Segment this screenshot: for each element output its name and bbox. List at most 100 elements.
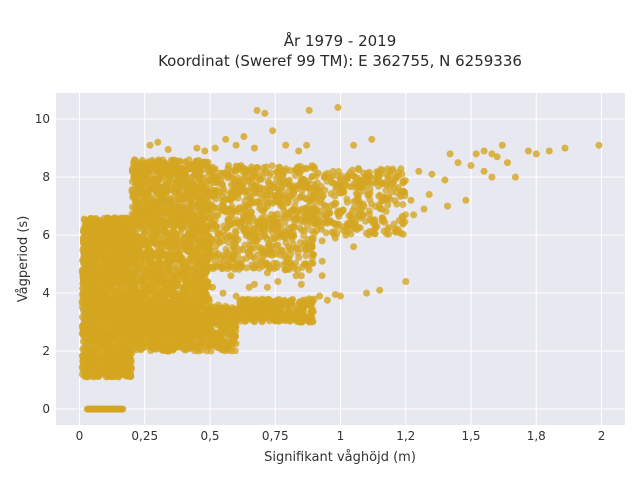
data-point bbox=[155, 259, 163, 267]
data-point bbox=[141, 296, 149, 304]
data-point bbox=[311, 165, 319, 173]
data-point bbox=[174, 174, 182, 182]
data-point bbox=[95, 268, 103, 276]
data-point bbox=[104, 244, 112, 252]
data-point bbox=[173, 230, 180, 238]
data-point bbox=[140, 252, 148, 260]
data-point bbox=[163, 185, 171, 193]
data-point bbox=[112, 235, 120, 243]
data-point bbox=[107, 356, 115, 364]
data-point bbox=[194, 201, 202, 209]
data-point bbox=[301, 227, 309, 234]
data-point bbox=[89, 215, 97, 223]
data-point bbox=[167, 255, 175, 263]
data-point bbox=[180, 261, 188, 269]
data-point bbox=[154, 168, 162, 176]
data-point bbox=[201, 270, 209, 278]
data-point bbox=[221, 231, 229, 239]
data-point bbox=[328, 173, 336, 181]
data-point bbox=[339, 206, 347, 214]
data-point bbox=[389, 167, 397, 175]
data-point bbox=[189, 188, 197, 196]
data-point bbox=[207, 235, 215, 243]
data-point bbox=[397, 165, 405, 173]
data-point bbox=[104, 256, 112, 264]
data-point bbox=[190, 243, 198, 251]
data-point bbox=[250, 237, 258, 244]
data-point bbox=[231, 239, 239, 247]
data-point bbox=[148, 199, 156, 207]
data-point bbox=[143, 220, 151, 228]
data-point bbox=[179, 199, 187, 207]
data-point bbox=[120, 334, 128, 342]
data-point bbox=[178, 210, 186, 218]
data-point bbox=[134, 164, 142, 172]
data-point bbox=[294, 168, 301, 176]
data-point bbox=[282, 239, 290, 247]
data-point bbox=[252, 180, 260, 188]
data-point bbox=[142, 176, 150, 184]
data-point bbox=[111, 334, 119, 342]
data-point bbox=[114, 218, 122, 226]
data-point bbox=[144, 274, 152, 282]
data-point bbox=[349, 207, 357, 215]
data-point bbox=[139, 186, 147, 194]
data-point bbox=[200, 223, 208, 231]
data-point bbox=[201, 238, 209, 246]
data-point bbox=[350, 198, 358, 206]
data-point bbox=[92, 305, 100, 313]
data-point bbox=[313, 207, 321, 215]
data-point bbox=[209, 190, 216, 198]
data-point bbox=[83, 303, 91, 311]
data-point bbox=[146, 246, 154, 254]
data-point bbox=[243, 228, 250, 236]
data-point bbox=[228, 203, 236, 210]
data-point bbox=[276, 164, 283, 172]
data-point bbox=[117, 298, 124, 306]
data-point bbox=[322, 212, 330, 220]
data-point bbox=[195, 236, 203, 244]
data-point bbox=[86, 278, 94, 286]
data-point bbox=[104, 214, 112, 222]
data-point bbox=[91, 234, 99, 242]
data-point bbox=[296, 224, 304, 232]
data-point bbox=[199, 159, 207, 166]
data-point bbox=[119, 244, 127, 252]
data-point bbox=[183, 246, 191, 254]
data-point bbox=[353, 212, 361, 220]
data-point bbox=[271, 192, 279, 200]
data-point bbox=[252, 198, 260, 206]
data-point bbox=[298, 175, 306, 183]
data-point bbox=[132, 198, 139, 206]
data-point bbox=[156, 234, 163, 242]
data-point bbox=[206, 164, 214, 172]
data-point bbox=[189, 283, 197, 290]
data-point bbox=[149, 264, 157, 272]
data-point bbox=[235, 208, 243, 216]
data-point bbox=[270, 214, 278, 222]
data-point bbox=[376, 200, 383, 208]
data-point bbox=[304, 203, 312, 211]
data-point bbox=[232, 234, 240, 241]
data-point bbox=[84, 241, 92, 249]
data-point bbox=[195, 251, 202, 259]
data-point bbox=[82, 346, 90, 354]
data-point bbox=[160, 229, 168, 236]
data-point bbox=[81, 280, 89, 288]
data-point bbox=[140, 204, 148, 212]
data-point bbox=[250, 244, 258, 252]
data-point bbox=[154, 162, 162, 170]
data-point bbox=[175, 243, 183, 251]
data-point bbox=[284, 195, 292, 203]
data-point bbox=[132, 241, 140, 249]
data-point bbox=[372, 223, 380, 231]
data-point bbox=[94, 348, 102, 356]
data-point bbox=[150, 204, 158, 212]
data-point bbox=[230, 185, 238, 192]
data-point bbox=[102, 265, 110, 273]
data-point bbox=[104, 365, 112, 373]
data-point bbox=[289, 229, 297, 237]
data-point bbox=[116, 345, 124, 353]
data-point bbox=[365, 207, 373, 215]
